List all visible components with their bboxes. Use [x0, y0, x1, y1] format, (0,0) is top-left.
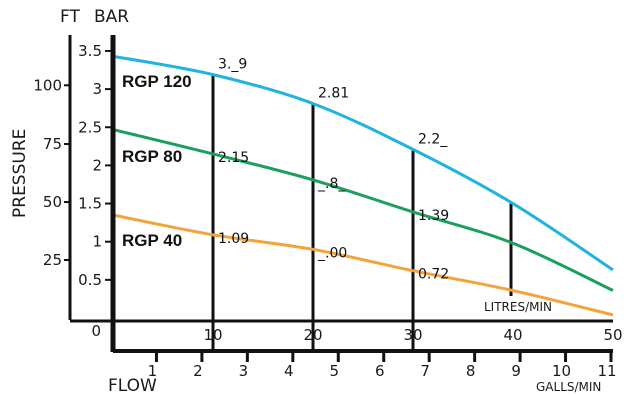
ft-tick-label-1: 75	[43, 135, 62, 153]
galls-tick-label-1: 2	[193, 362, 203, 380]
galls-tick-label-7: 8	[466, 362, 476, 380]
litres-tick-label-4: 50	[603, 326, 622, 344]
bar-tick-label-0: 3.5	[78, 42, 102, 60]
chart-axes	[64, 35, 613, 362]
galls-tick-label-3: 4	[284, 362, 294, 380]
chart-series	[112, 54, 614, 317]
galls-tick-label-8: 9	[511, 362, 521, 380]
chart-lines	[211, 74, 513, 350]
galls-tick-label-10: 11	[597, 362, 616, 380]
data-label-rgp-80-2: 1.39	[418, 208, 449, 224]
series-line-rgp-120	[112, 54, 614, 272]
galls-tick-label-4: 5	[329, 362, 339, 380]
series-label-rgp-40: RGP 40	[122, 231, 182, 250]
data-label-rgp-120-2: 2.2_	[418, 131, 448, 147]
litres-tick-label-0: 10	[203, 326, 222, 344]
data-label-rgp-120-1: 2.81	[318, 86, 349, 102]
bar-unit-label: BAR	[94, 7, 129, 27]
data-label-rgp-40-0: 1.09	[218, 231, 249, 247]
bar-tick-label-5: 1	[92, 233, 102, 251]
bar-tick-label-4: 1.5	[78, 195, 102, 213]
series-label-rgp-80: RGP 80	[122, 147, 182, 166]
litres-tick-label-1: 20	[303, 326, 322, 344]
galls-tick-label-9: 10	[552, 362, 571, 380]
data-label-rgp-120-0: 3._9	[218, 57, 247, 73]
litres-tick-label-3: 40	[503, 326, 522, 344]
ft-tick-label-2: 50	[43, 193, 62, 211]
bar-tick-label-2: 2.5	[78, 118, 102, 136]
data-label-rgp-80-1: _.8_	[317, 176, 346, 192]
ft-tick-label-3: 25	[43, 251, 62, 269]
galls-tick-label-0: 1	[148, 362, 158, 380]
series-label-rgp-120: RGP 120	[122, 72, 192, 91]
galls-tick-label-5: 6	[375, 362, 385, 380]
litres-tick-label-2: 30	[403, 326, 422, 344]
litres-unit-label: LITRES/MIN	[484, 300, 552, 314]
galls-tick-label-6: 7	[420, 362, 430, 380]
bar-tick-label-6: 0.5	[78, 271, 102, 289]
ft-unit-label: FT	[60, 7, 80, 27]
flow-axis-label: FLOW	[108, 376, 157, 396]
pressure-axis-label: PRESSURE	[10, 129, 30, 218]
chart-text: RGP 120 3._9 2.81 2.2_ RGP 80 2.15 _.8_ 1.39 RGP…	[33, 42, 622, 380]
bar-tick-label-3: 2	[92, 156, 102, 174]
ft-tick-label-0: 100	[33, 76, 62, 94]
data-label-rgp-80-0: 2.15	[218, 150, 249, 166]
data-label-rgp-40-2: 0.72	[418, 267, 449, 283]
galls-unit-label: GALLS/MIN	[536, 380, 601, 394]
ft-tick-label-4: 0	[91, 322, 101, 340]
series-line-rgp-80	[112, 128, 614, 292]
data-label-rgp-40-1: _.00	[317, 245, 347, 261]
galls-tick-label-2: 3	[239, 362, 249, 380]
bar-tick-label-1: 3	[92, 80, 102, 98]
series-line-rgp-40	[112, 213, 614, 317]
